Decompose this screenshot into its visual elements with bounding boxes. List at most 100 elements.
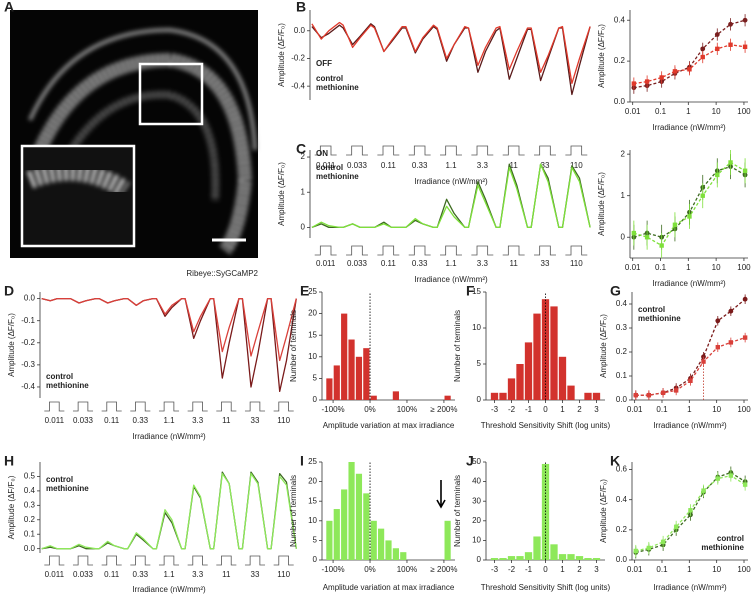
bar — [348, 339, 355, 400]
bar — [584, 558, 592, 560]
data-point — [631, 81, 637, 86]
x-tick-label: 0.01 — [627, 565, 643, 574]
stimulus — [101, 401, 122, 412]
data-point — [701, 488, 706, 493]
y-tick-label: 0 — [313, 555, 318, 564]
stimulus — [216, 555, 237, 566]
x-tick-label: 3 — [594, 565, 599, 574]
stimulus — [502, 145, 525, 156]
stimulus-label: 1.1 — [445, 161, 457, 170]
y-tick-label: 5 — [313, 374, 318, 383]
data-point — [672, 69, 678, 74]
stimulus-label: 33 — [541, 161, 550, 170]
y-tick-label: 10 — [472, 536, 481, 545]
stimulus-label: 1.1 — [163, 416, 175, 425]
y-tick-label: 10 — [308, 516, 317, 525]
y-tick-label: 0 — [621, 232, 626, 241]
y-tick-label: 0.1 — [616, 371, 628, 380]
data-point — [673, 524, 679, 530]
y-tick-label: 1 — [301, 187, 306, 196]
stimulus-label: 3.3 — [477, 259, 489, 268]
y-axis-label: Amplitude (ΔF/F₀) — [599, 314, 608, 378]
data-point — [715, 318, 721, 324]
data-point — [742, 168, 748, 173]
panel-letter: F — [466, 283, 475, 299]
stimulus-label: 33 — [541, 259, 550, 268]
y-tick-label: 0.2 — [616, 525, 628, 534]
data-point — [633, 393, 638, 398]
data-point — [659, 75, 664, 80]
y-tick-label: 0.0 — [24, 294, 36, 303]
data-point — [646, 393, 652, 398]
x-tick-label: 100 — [737, 405, 751, 414]
stimulus — [72, 401, 94, 412]
y-tick-label: 0.4 — [616, 495, 628, 504]
stimulus — [471, 245, 494, 256]
stimulus-label: 0.033 — [347, 259, 368, 268]
trace — [41, 297, 297, 362]
data-point — [715, 476, 720, 481]
data-point — [700, 54, 705, 60]
bar — [507, 378, 516, 400]
y-axis-label: Amplitude (ΔF/F₀) — [597, 24, 606, 88]
y-tick-label: 20 — [308, 477, 317, 486]
data-point — [633, 548, 638, 554]
x-tick-label: ≥ 200% — [430, 565, 457, 574]
stimulus-label: 0.11 — [104, 570, 120, 579]
bar — [341, 489, 348, 560]
y-axis-label: Amplitude (ΔF/F₀) — [277, 23, 286, 87]
stimulus-label: 33 — [251, 416, 260, 425]
arrow — [436, 480, 446, 509]
x-tick-label: 1 — [560, 565, 565, 574]
x-tick-label: -100% — [322, 405, 345, 414]
stimulus — [565, 245, 588, 256]
x-tick-label: 0.01 — [625, 107, 641, 116]
stimulus — [346, 145, 368, 156]
x-axis-label: Irradiance (nW/mm²) — [132, 585, 206, 594]
y-tick-label: -0.4 — [291, 81, 305, 90]
x-tick-label: 100% — [397, 565, 417, 574]
x-tick-label: -3 — [491, 405, 499, 414]
bar — [370, 395, 377, 400]
data-point — [700, 193, 705, 198]
stimulus — [440, 145, 462, 156]
bar — [567, 554, 575, 560]
y-tick-label: 5 — [313, 536, 318, 545]
bar — [490, 558, 499, 560]
stimulus-label: 3.3 — [192, 416, 204, 425]
stimulus-label: 11 — [222, 570, 231, 579]
stimulus-label: 3.3 — [192, 570, 204, 579]
y-tick-label: 0.2 — [614, 56, 626, 65]
x-axis-label: Irradiance (nW/mm²) — [653, 583, 727, 592]
x-tick-label: 0.1 — [656, 405, 668, 414]
y-tick-label: -0.3 — [21, 360, 35, 369]
bar — [550, 544, 558, 560]
stimulus — [273, 401, 294, 412]
stimulus-label: 0.11 — [104, 416, 120, 425]
bar — [378, 528, 385, 560]
stimulus-label: 0.33 — [133, 570, 149, 579]
y-tick-label: 40 — [472, 477, 481, 486]
stimulus — [314, 245, 337, 256]
stimulus-label: 0.033 — [347, 161, 368, 170]
y-tick-label: 1 — [621, 191, 626, 200]
data-point — [728, 21, 733, 27]
legend-entry: control — [638, 305, 665, 314]
stimulus — [408, 145, 431, 156]
bar — [348, 462, 355, 560]
annotation: OFF — [316, 59, 332, 68]
x-tick-label: 0.01 — [625, 263, 641, 272]
x-tick-label: 0 — [543, 565, 548, 574]
y-tick-label: 0.0 — [616, 555, 628, 564]
micrograph — [10, 10, 258, 258]
stimulus-label: 3.3 — [477, 161, 489, 170]
stimulus — [130, 555, 151, 566]
y-tick-label: 2 — [621, 149, 626, 158]
legend-entry: control — [717, 534, 744, 543]
x-tick-label: 100 — [737, 107, 751, 116]
data-point — [673, 388, 679, 393]
y-tick-label: 50 — [472, 457, 481, 466]
bar — [550, 306, 558, 400]
y-tick-label: 10 — [472, 323, 481, 332]
bar — [575, 556, 584, 560]
